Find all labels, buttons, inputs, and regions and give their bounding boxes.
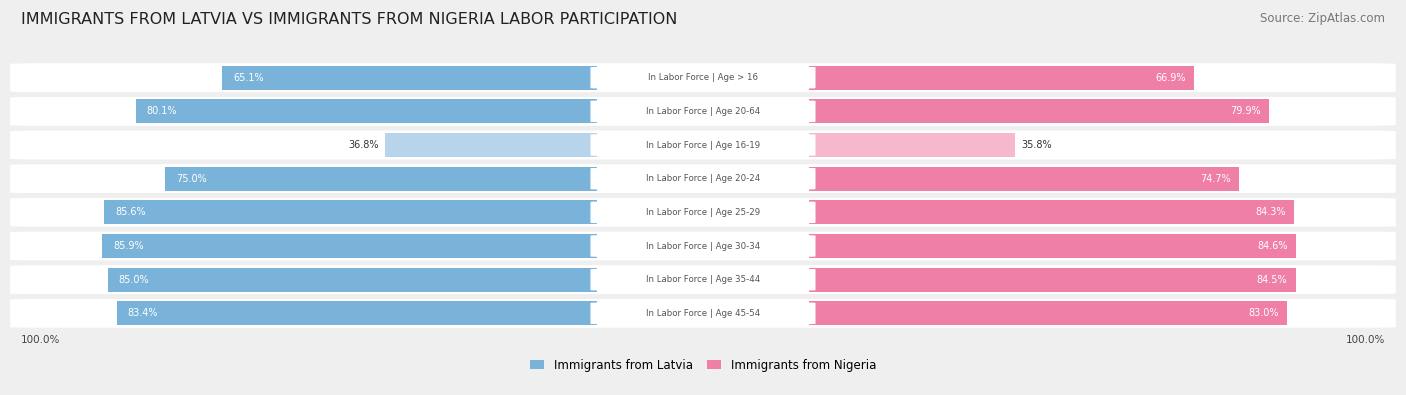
Text: 80.1%: 80.1% <box>146 106 177 117</box>
FancyBboxPatch shape <box>591 134 815 156</box>
Bar <box>103 234 598 258</box>
Text: In Labor Force | Age 30-34: In Labor Force | Age 30-34 <box>645 241 761 250</box>
FancyBboxPatch shape <box>10 164 1396 193</box>
Text: IMMIGRANTS FROM LATVIA VS IMMIGRANTS FROM NIGERIA LABOR PARTICIPATION: IMMIGRANTS FROM LATVIA VS IMMIGRANTS FRO… <box>21 12 678 27</box>
Text: 83.4%: 83.4% <box>128 308 157 318</box>
FancyBboxPatch shape <box>591 303 815 324</box>
Bar <box>222 66 598 90</box>
Bar <box>808 200 1295 224</box>
Text: In Labor Force | Age 16-19: In Labor Force | Age 16-19 <box>645 141 761 150</box>
FancyBboxPatch shape <box>10 63 1396 92</box>
Bar <box>808 301 1286 325</box>
Text: 85.6%: 85.6% <box>115 207 146 217</box>
Text: 100.0%: 100.0% <box>21 335 60 344</box>
FancyBboxPatch shape <box>10 131 1396 160</box>
Text: 75.0%: 75.0% <box>176 174 207 184</box>
Text: Source: ZipAtlas.com: Source: ZipAtlas.com <box>1260 12 1385 25</box>
Bar <box>117 301 598 325</box>
Text: In Labor Force | Age 20-64: In Labor Force | Age 20-64 <box>645 107 761 116</box>
Text: 36.8%: 36.8% <box>347 140 378 150</box>
Bar <box>808 267 1295 292</box>
FancyBboxPatch shape <box>10 299 1396 328</box>
FancyBboxPatch shape <box>591 100 815 122</box>
FancyBboxPatch shape <box>591 168 815 190</box>
Bar <box>107 267 598 292</box>
FancyBboxPatch shape <box>591 269 815 291</box>
Text: In Labor Force | Age 20-24: In Labor Force | Age 20-24 <box>645 174 761 183</box>
Bar <box>136 99 598 124</box>
FancyBboxPatch shape <box>10 198 1396 227</box>
Text: 74.7%: 74.7% <box>1201 174 1230 184</box>
Text: In Labor Force | Age > 16: In Labor Force | Age > 16 <box>648 73 758 82</box>
Legend: Immigrants from Latvia, Immigrants from Nigeria: Immigrants from Latvia, Immigrants from … <box>526 354 880 376</box>
Bar <box>808 167 1239 191</box>
FancyBboxPatch shape <box>591 67 815 88</box>
Text: 85.9%: 85.9% <box>114 241 143 251</box>
Bar <box>385 133 598 157</box>
Text: In Labor Force | Age 25-29: In Labor Force | Age 25-29 <box>645 208 761 217</box>
Text: 84.5%: 84.5% <box>1257 275 1288 285</box>
Text: 35.8%: 35.8% <box>1022 140 1053 150</box>
Text: 83.0%: 83.0% <box>1249 308 1279 318</box>
FancyBboxPatch shape <box>10 231 1396 260</box>
FancyBboxPatch shape <box>10 265 1396 294</box>
Text: 85.0%: 85.0% <box>118 275 149 285</box>
Bar <box>808 66 1194 90</box>
Bar <box>808 99 1270 124</box>
FancyBboxPatch shape <box>591 201 815 223</box>
Text: In Labor Force | Age 45-54: In Labor Force | Age 45-54 <box>645 309 761 318</box>
Text: 100.0%: 100.0% <box>1346 335 1385 344</box>
Text: 84.3%: 84.3% <box>1256 207 1286 217</box>
Text: In Labor Force | Age 35-44: In Labor Force | Age 35-44 <box>645 275 761 284</box>
Text: 66.9%: 66.9% <box>1156 73 1187 83</box>
Bar <box>165 167 598 191</box>
FancyBboxPatch shape <box>10 97 1396 126</box>
Text: 79.9%: 79.9% <box>1230 106 1261 117</box>
Text: 65.1%: 65.1% <box>233 73 264 83</box>
Text: 84.6%: 84.6% <box>1257 241 1288 251</box>
FancyBboxPatch shape <box>591 235 815 257</box>
Bar <box>104 200 598 224</box>
Bar <box>808 133 1015 157</box>
Bar <box>808 234 1296 258</box>
